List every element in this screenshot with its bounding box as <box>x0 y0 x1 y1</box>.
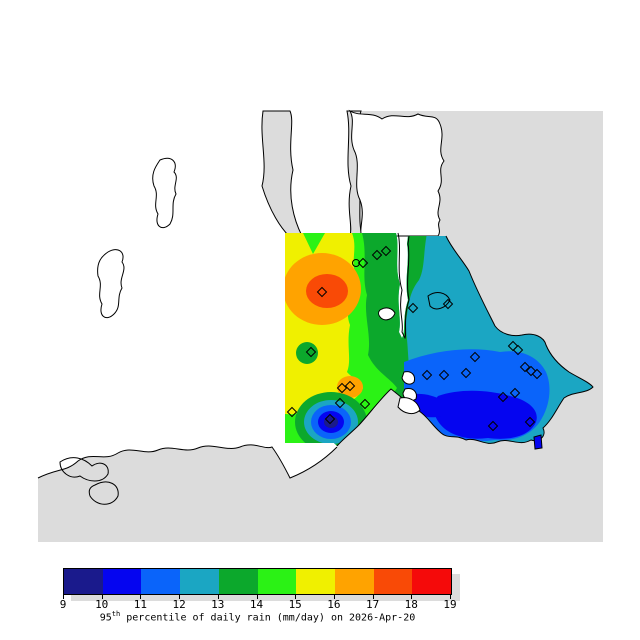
colorbar-tick-mark <box>63 594 64 599</box>
colorbar-tick-label: 10 <box>95 598 109 611</box>
lake-prospect <box>378 307 396 321</box>
harbour-esquimalt <box>397 397 421 415</box>
colorbar-tick-mark <box>450 594 451 599</box>
colorbar-tick-mark <box>140 594 142 599</box>
colorbar-tick-mark <box>256 594 258 599</box>
colorbar-bar <box>63 568 452 595</box>
colorbar-segment <box>257 569 297 594</box>
colorbar-tick-mark <box>179 594 181 599</box>
colorbar-tick-label: 17 <box>365 598 380 611</box>
station-marker-diamond <box>324 413 336 425</box>
station-marker-diamond <box>531 368 543 380</box>
station-marker-diamond <box>371 249 383 261</box>
station-marker-diamond <box>359 398 371 410</box>
water-juan-de-fuca <box>38 388 445 542</box>
station-marker-diamond <box>519 361 531 373</box>
station-marker-diamond <box>460 367 472 379</box>
colorbar-tick-mark <box>372 594 374 599</box>
lake-outline-west-a <box>152 157 177 229</box>
station-marker-diamond <box>305 346 317 358</box>
station-marker-diamond <box>316 286 328 298</box>
caption-prefix: 95 <box>99 612 112 624</box>
islet-trial-island <box>533 434 543 450</box>
colorbar-segment <box>180 569 219 594</box>
lake-outline-peninsula <box>427 292 451 310</box>
lake-outline-west-b <box>97 249 125 319</box>
station-marker-diamond <box>469 351 481 363</box>
colorbar-tick-label: 16 <box>327 598 341 611</box>
colorbar-tick-mark <box>295 594 297 599</box>
caption-rest: percentile of daily rain (mm/day) on 202… <box>120 612 416 624</box>
colorbar-tick-mark <box>333 594 335 599</box>
colorbar-caption: 95th percentile of daily rain (mm/day) o… <box>63 610 452 623</box>
colorbar-tick-mark <box>101 594 103 599</box>
lake-elk <box>401 371 415 385</box>
colorbar-tick-label: 18 <box>404 598 418 611</box>
sooke-basin-outline-a <box>59 457 109 482</box>
coast-saanich-inlet <box>397 232 410 340</box>
colorbar-tick-label: 13 <box>211 598 225 611</box>
colorbar-tick-label: 9 <box>59 598 67 611</box>
colorbar-tick-label: 15 <box>288 598 302 611</box>
station-marker-diamond <box>380 245 392 257</box>
station-marker-diamond <box>334 397 346 409</box>
station-marker-diamond <box>512 344 524 356</box>
colorbar-segment <box>334 569 374 594</box>
colorbar-segment <box>64 569 103 594</box>
colorbar-segment <box>296 569 335 594</box>
colorbar-segment <box>102 569 142 594</box>
station-marker-diamond <box>336 382 348 394</box>
contour-green-wedge <box>303 233 325 254</box>
station-marker-diamond <box>438 369 450 381</box>
station-marker-diamond <box>525 365 537 377</box>
colorbar-tick-mark <box>217 594 219 599</box>
station-marker-diamond <box>421 369 433 381</box>
station-marker-diamond <box>344 380 356 392</box>
station-marker-diamond <box>442 298 454 310</box>
coast-juan-de-fuca-north <box>37 444 338 479</box>
colorbar-tick-label: 14 <box>249 598 264 611</box>
colorbar-tick-mark <box>411 594 413 599</box>
colorbar-segment <box>373 569 413 594</box>
contour-orange16-small <box>337 376 363 398</box>
bay-curl-outline <box>352 259 360 267</box>
colorbar-ticks: 9 10 11 12 13 14 15 16 17 18 19 <box>59 593 457 613</box>
station-markers <box>286 245 543 432</box>
station-marker-diamond <box>286 406 298 418</box>
colorbar: 9 10 11 12 13 14 15 16 17 18 19 95th percentile of… <box>59 568 463 628</box>
colorbar-segment <box>412 569 452 594</box>
station-marker-diamond <box>507 340 519 352</box>
colorbar-tick-label: 12 <box>172 598 186 611</box>
caption-superscript: th <box>111 610 121 618</box>
contour-orange17-core <box>306 274 348 308</box>
lakes-and-harbours <box>59 157 543 505</box>
colorbar-segment <box>218 569 258 594</box>
station-marker-diamond <box>509 387 521 399</box>
sooke-basin-outline-b <box>88 481 119 505</box>
land-saltspring-island <box>348 109 445 237</box>
colorbar-segment <box>141 569 181 594</box>
station-marker-diamond <box>357 257 369 269</box>
colorbar-tick-label: 19 <box>443 598 457 611</box>
colorbar-tick-label: 11 <box>133 598 148 611</box>
station-marker-diamond <box>407 302 419 314</box>
station-marker-diamond <box>524 416 536 428</box>
station-marker-diamond <box>497 391 509 403</box>
contour-blue10-blob <box>433 390 537 439</box>
station-marker-diamond <box>487 420 499 432</box>
